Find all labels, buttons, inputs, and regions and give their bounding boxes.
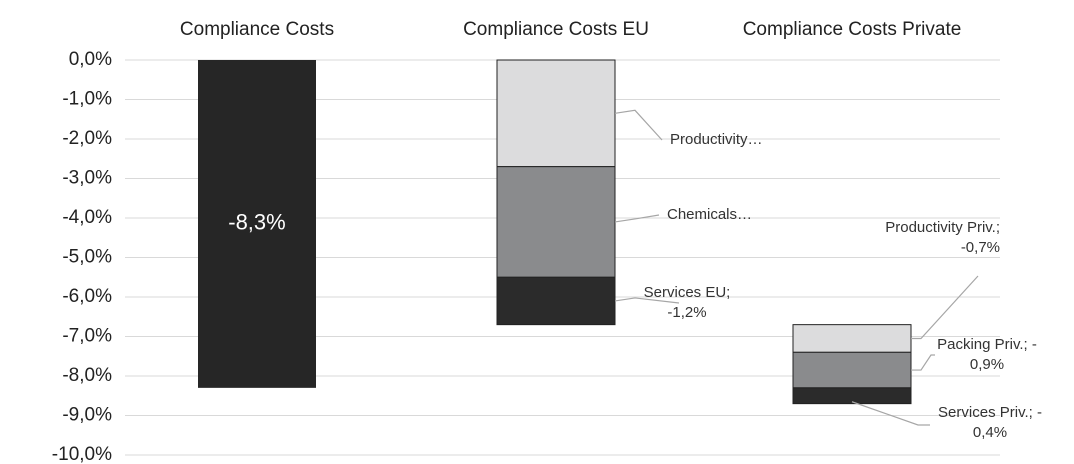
data-label: Productivity Priv.; [885,219,1000,236]
y-tick-label: -5,0% [62,247,112,268]
leader-line [911,275,979,340]
bar-segment [792,387,912,405]
data-label: Packing Priv.; - [937,336,1037,353]
data-label: Services EU; [644,284,731,301]
bar-segment [198,60,316,388]
data-label: Chemicals… [667,206,752,223]
data-label: -0,7% [961,239,1000,256]
y-tick-label: -8,0% [62,365,112,386]
category-label: Compliance Costs EU [463,19,649,40]
bar-segment [496,276,616,326]
data-label: -1,2% [667,304,706,321]
category-label: Compliance Costs [180,19,334,40]
bar-segment [496,59,616,168]
leader-line [614,109,663,141]
data-label: 0,9% [970,356,1004,373]
data-label: 0,4% [973,424,1007,441]
data-label: -8,3% [228,210,285,235]
leader-line [614,214,660,223]
y-tick-label: -4,0% [62,207,112,228]
leader-line [911,354,935,371]
y-tick-label: 0,0% [69,49,112,70]
data-label: Productivity… [670,131,763,148]
bar-segment [496,166,616,278]
bar-segment [792,351,912,389]
leader-line [614,297,680,304]
category-label: Compliance Costs Private [743,19,962,40]
data-label: Services Priv.; - [938,404,1042,421]
y-tick-label: -9,0% [62,405,112,426]
y-tick-label: -3,0% [62,168,112,189]
y-tick-label: -2,0% [62,128,112,149]
y-tick-label: -10,0% [52,444,112,464]
y-tick-label: -1,0% [62,89,112,110]
y-tick-label: -7,0% [62,326,112,347]
leader-line [851,401,930,426]
y-tick-label: -6,0% [62,286,112,307]
bar-segment [792,324,912,353]
